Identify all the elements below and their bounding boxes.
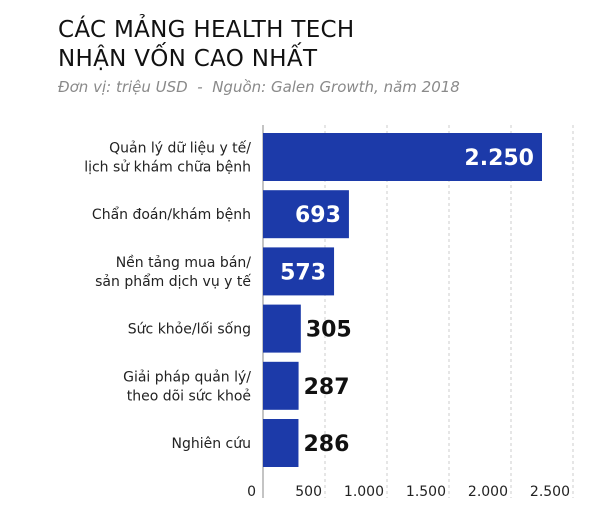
category-label: Sức khỏe/lối sống (128, 321, 251, 338)
x-tick-label: 1.000 (344, 484, 384, 500)
category-label: theo dõi sức khoẻ (127, 388, 251, 404)
bar (263, 133, 542, 181)
data-label: 2.250 (464, 146, 534, 171)
data-label: 305 (306, 318, 352, 343)
category-label: lịch sử khám chữa bệnh (84, 160, 251, 176)
category-label: Nghiên cứu (171, 436, 251, 452)
data-label: 286 (303, 432, 349, 457)
category-label: Nền tảng mua bán/ (116, 254, 252, 271)
bar (263, 247, 335, 296)
chart-subtitle: Đơn vị: triệu USD - Nguồn: Galen Growth,… (58, 78, 460, 96)
bar (263, 419, 299, 467)
title-line-2: NHẬN VỐN CAO NHẤT (58, 46, 318, 72)
x-tick-label: 1.500 (406, 484, 446, 500)
data-label: 287 (304, 375, 350, 400)
x-tick-label: 0 (247, 484, 256, 500)
data-label: 573 (280, 260, 326, 285)
category-label: Chẩn đoán/khám bệnh (92, 206, 251, 223)
title-line-1: CÁC MẢNG HEALTH TECH (58, 17, 355, 43)
bar (263, 190, 349, 239)
bar (263, 304, 301, 353)
x-tick-label: 2.500 (530, 484, 570, 500)
x-tick-label: 2.000 (468, 484, 508, 500)
category-label: sản phẩm dịch vụ y tế (95, 273, 251, 290)
bar (263, 361, 299, 410)
data-label: 693 (295, 203, 341, 228)
category-label: Quản lý dữ liệu y tế/ (109, 140, 251, 157)
chart-title: CÁC MẢNG HEALTH TECH NHẬN VỐN CAO NHẤT (58, 16, 354, 74)
x-tick-label: 500 (295, 484, 322, 500)
category-label: Giải pháp quản lý/ (123, 369, 251, 385)
